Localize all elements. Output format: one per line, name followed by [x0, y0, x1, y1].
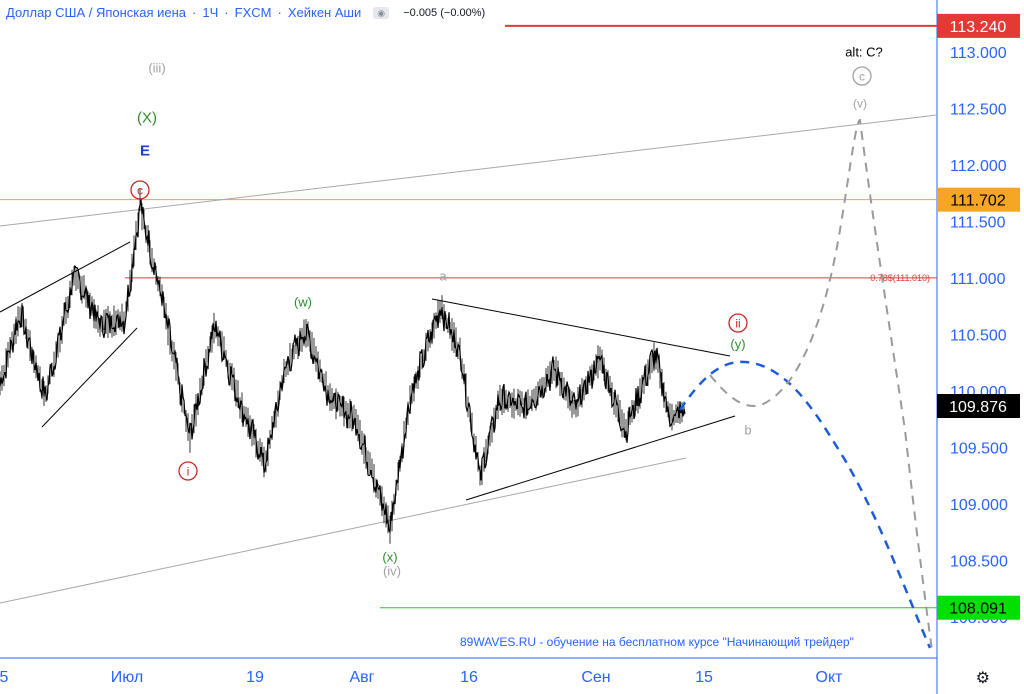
price-tick-label: 113.000 [950, 45, 1007, 62]
gear-icon[interactable]: ⚙ [975, 670, 990, 687]
wave-label: alt: C? [845, 45, 883, 60]
price-level-tag [937, 13, 1020, 38]
price-level-tag-label: 113.240 [950, 19, 1007, 36]
header-separator: · [277, 5, 282, 20]
wave-label: (iii) [148, 61, 165, 76]
header-separator: · [192, 5, 197, 20]
wave-label: a [439, 269, 447, 284]
price-tick-label: 111.500 [950, 215, 1006, 232]
wave-label: (y) [730, 337, 745, 352]
trend-line [41, 327, 138, 428]
time-tick-label: Июл [111, 669, 143, 686]
channel-layer [0, 114, 938, 604]
time-tick-label: Авг [349, 669, 374, 686]
wave-label: c [859, 70, 865, 84]
projection-path-grey [709, 118, 933, 651]
interval-label[interactable]: 1Ч [202, 5, 219, 20]
trend-line [465, 415, 736, 501]
fib-level-label: 0.78$(111.010) [870, 273, 930, 283]
projection-layer [678, 118, 933, 651]
price-level-tag [937, 394, 1020, 419]
time-axis[interactable]: 5 Июл 19 Авг 16 Сен 15 Окт [0, 669, 843, 686]
watermark-text: 89WAVES.RU - обучение на бесплатном курс… [460, 635, 854, 649]
price-layer [0, 188, 686, 544]
wave-label-circle [852, 66, 872, 86]
price-level-tag-label: 109.876 [949, 399, 1007, 416]
wave-label: (w) [294, 295, 312, 310]
header-separator: · [224, 5, 229, 20]
trend-line [431, 298, 731, 357]
exchange-label: FXCM [234, 5, 272, 20]
price-tick-label: 110.500 [950, 328, 1007, 345]
plot-area[interactable] [0, 0, 937, 658]
trend-line [0, 457, 687, 604]
trend-line [0, 114, 938, 227]
wave-label: c [137, 184, 143, 198]
price-level-tag-label: 108.091 [949, 601, 1007, 618]
wave-label: E [140, 143, 150, 160]
price-tick-label: 111.000 [950, 271, 1006, 288]
wave-label: (v) [853, 97, 867, 111]
time-tick-label: Сен [581, 669, 610, 686]
price-tick-label: 112.000 [950, 158, 1007, 175]
price-tick-label: 109.500 [950, 441, 1008, 458]
wave-label: ii [735, 317, 740, 331]
wave-label-circle [728, 313, 748, 333]
price-level-tag [937, 595, 1020, 620]
time-tick-label: 16 [460, 669, 478, 686]
price-level-tag [937, 187, 1020, 212]
price-level-tag-label: 111.702 [950, 193, 1006, 210]
symbol-name[interactable]: Доллар США / Японская иена [6, 5, 187, 20]
wave-label: (x) [382, 550, 397, 565]
trend-line [0, 241, 131, 313]
projection-path-blue [678, 360, 932, 649]
chart-style-label[interactable]: Хейкен Аши [287, 5, 362, 20]
time-tick-label: Окт [816, 669, 844, 686]
price-change: −0.005 (−0.00%) [403, 6, 486, 19]
wave-label: b [744, 423, 751, 438]
levels-layer [0, 24, 937, 609]
time-tick-label: 19 [246, 669, 264, 686]
wave-label-circle [178, 461, 198, 481]
price-tick-label: 112.500 [950, 102, 1007, 119]
chart-header[interactable]: Доллар США / Японская иена · 1Ч · FXCM ·… [6, 5, 485, 20]
eye-icon[interactable]: ◉ [373, 6, 390, 19]
wave-label: i [187, 465, 190, 479]
wave-label: (X) [137, 110, 157, 127]
price-tick-label: 108.500 [950, 554, 1008, 571]
time-tick-label: 5 [0, 669, 9, 686]
price-axis[interactable]: 113.000 112.500 112.000 111.500 111.000 110.5… [937, 13, 1020, 627]
time-tick-label: 15 [695, 669, 713, 686]
wave-label-circle [130, 180, 150, 200]
wave-label: (iv) [383, 564, 401, 579]
price-tick-label: 109.000 [950, 497, 1008, 514]
